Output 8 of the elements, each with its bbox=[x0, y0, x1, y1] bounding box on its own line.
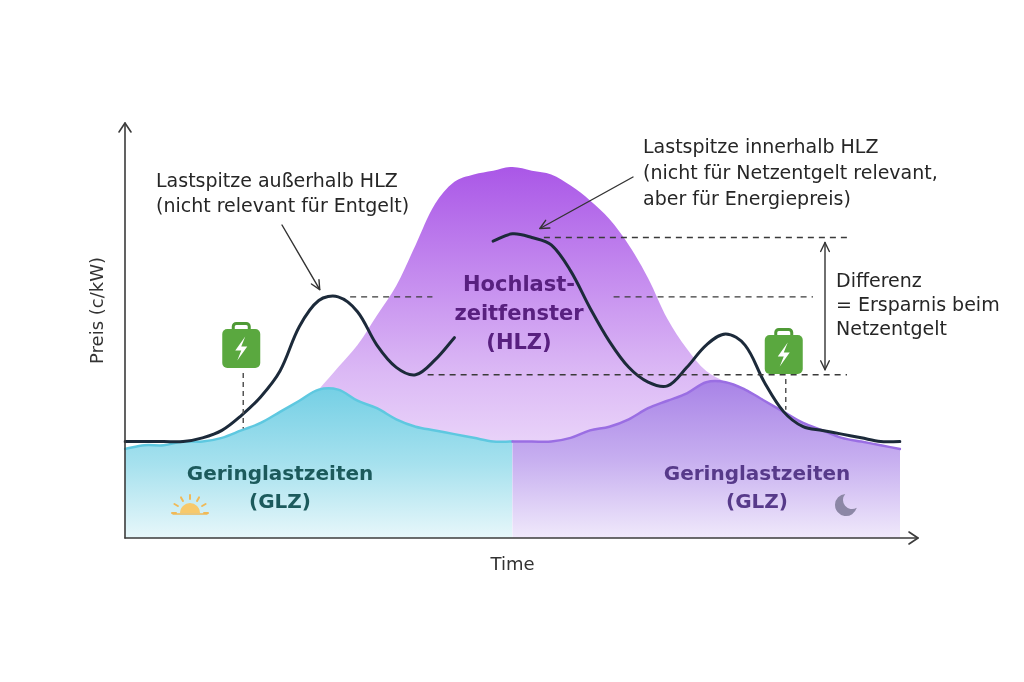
annotation: Geringlastzeiten (GLZ) bbox=[663, 461, 851, 514]
annotation: Lastspitze außerhalb HLZ (nicht relevant für Entgelt) bbox=[156, 168, 410, 216]
annotation: Lastspitze innerhalb HLZ (nicht für Netzentgelt relevant, aber für Energiepreis) bbox=[643, 134, 938, 209]
x-axis-title: Time bbox=[489, 552, 535, 574]
annotation: Hochlast- zeitfenster (HLZ) bbox=[454, 272, 585, 355]
annotation: Differenz = Ersparnis beim Netzentgelt bbox=[836, 268, 1000, 339]
y-axis-title: Preis (c/kW) bbox=[85, 257, 107, 364]
annotation: Geringlastzeiten (GLZ) bbox=[186, 461, 374, 514]
